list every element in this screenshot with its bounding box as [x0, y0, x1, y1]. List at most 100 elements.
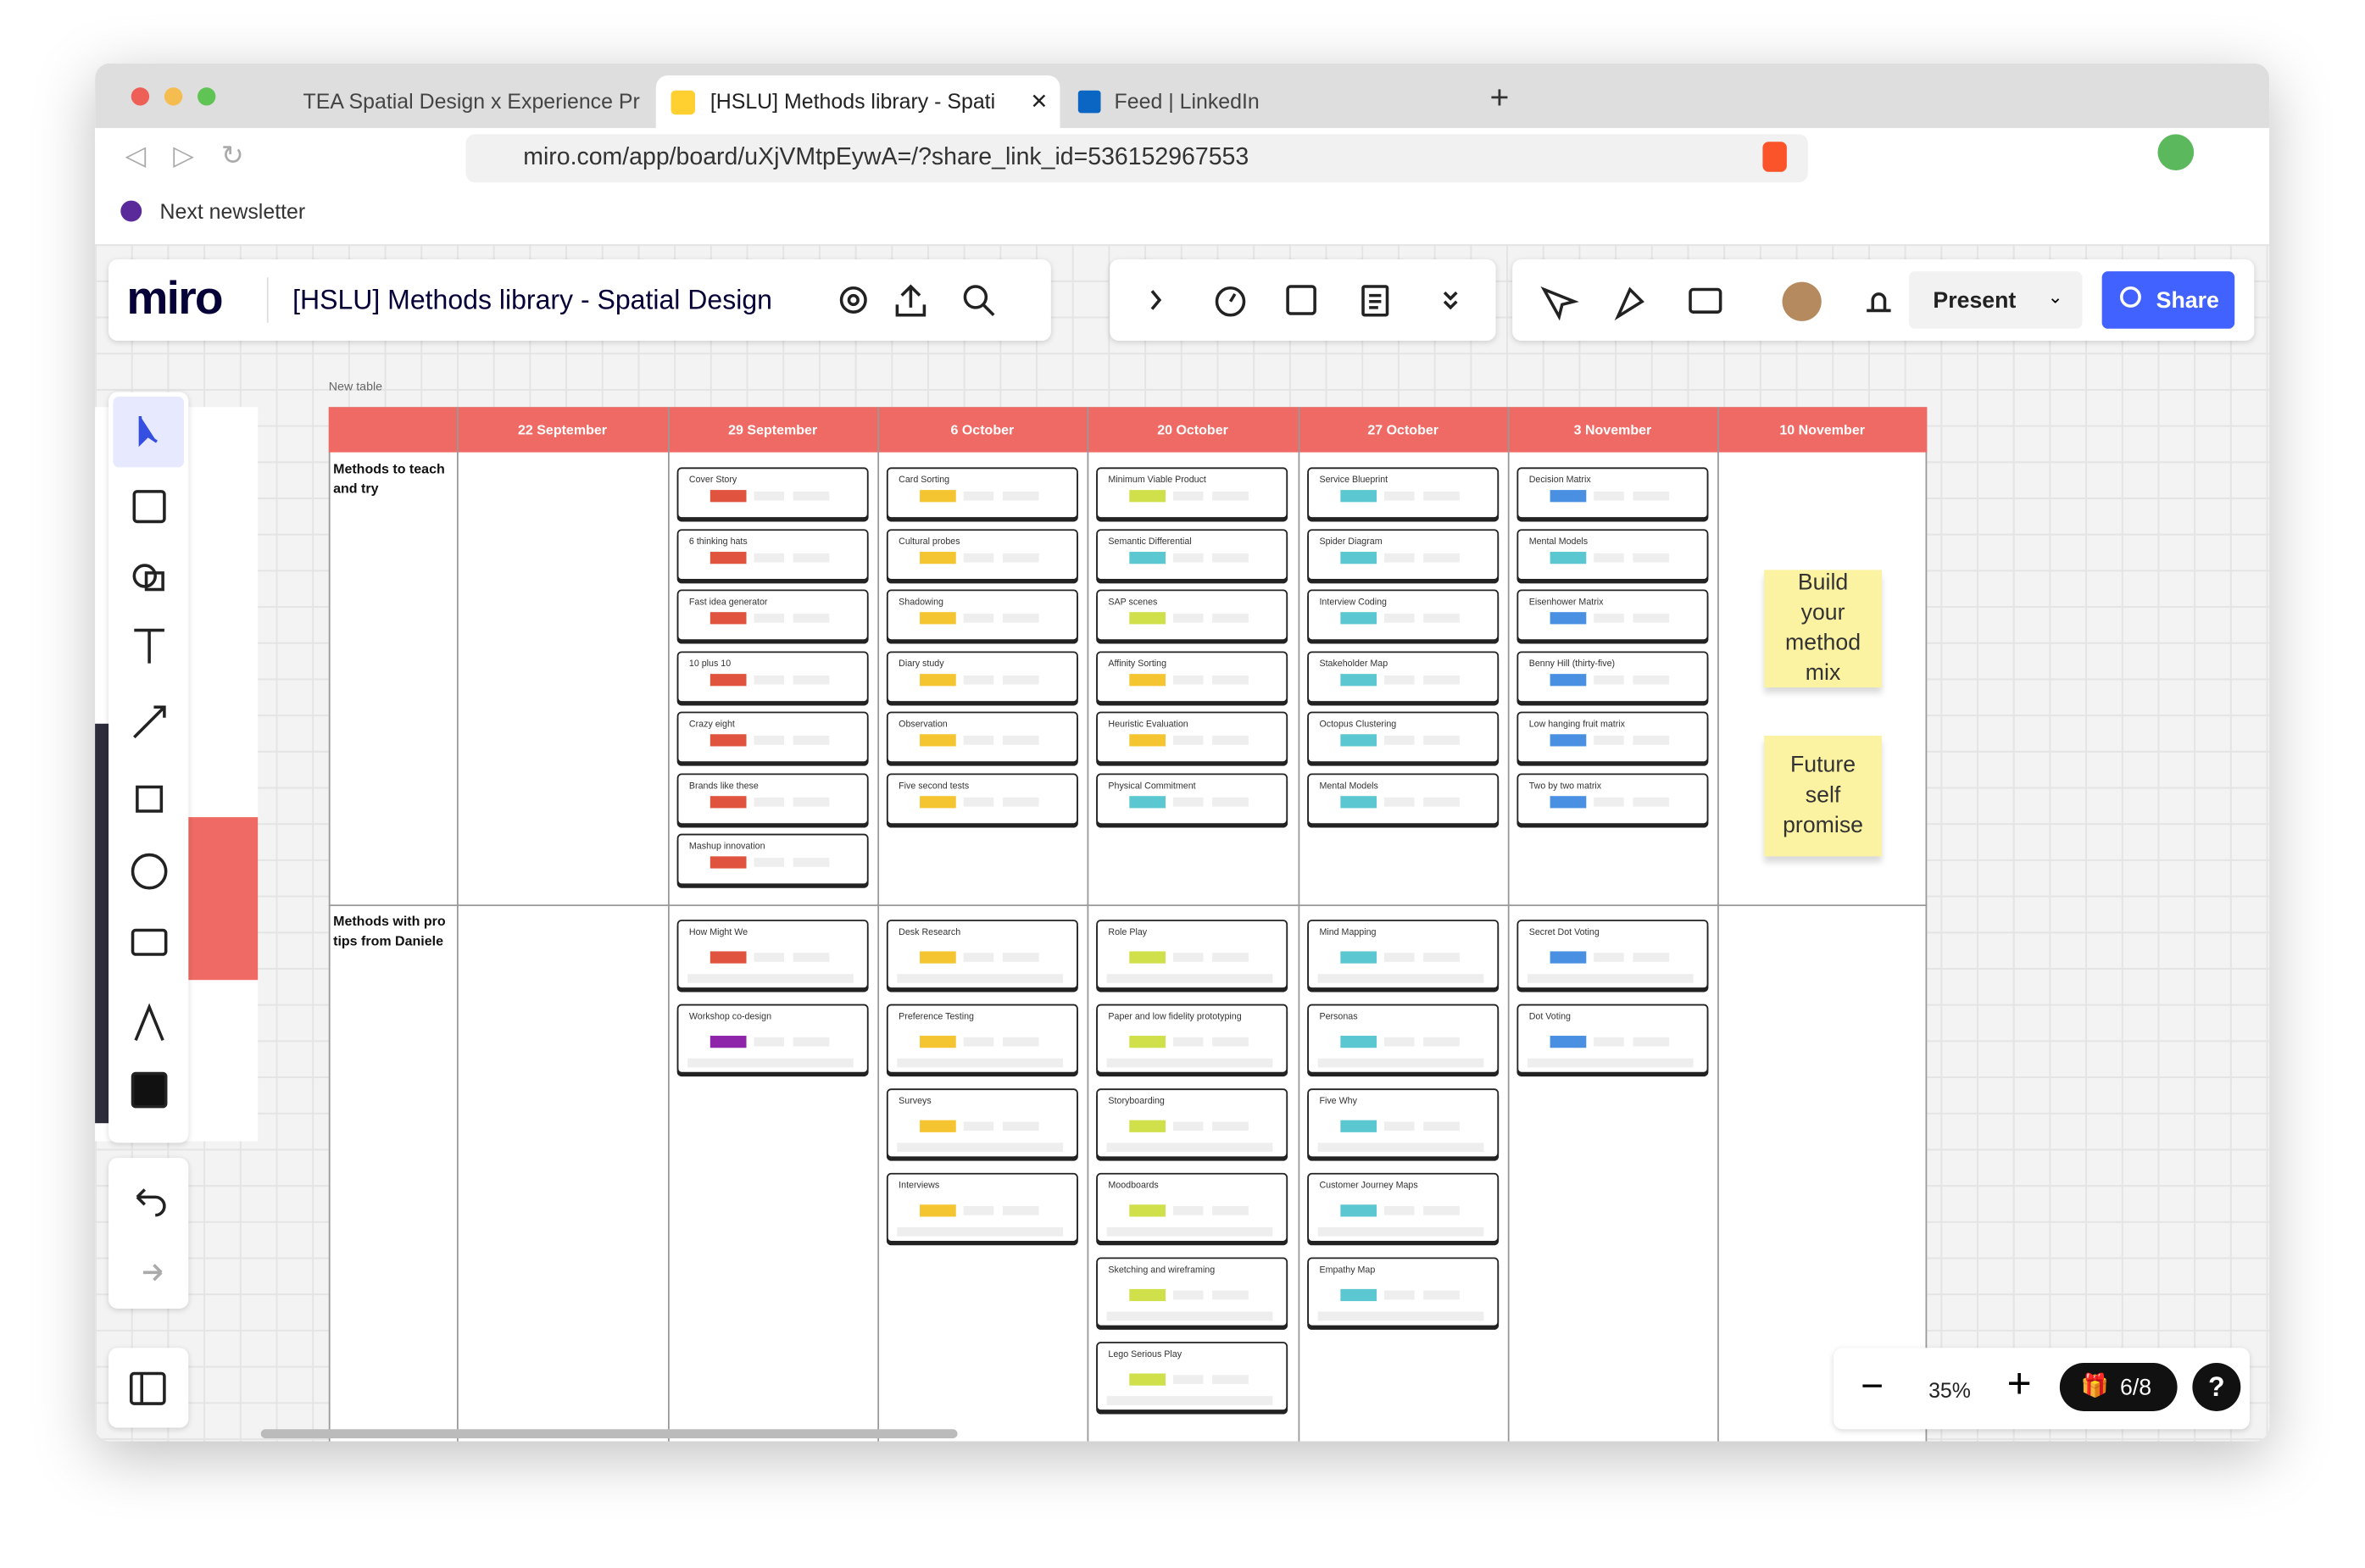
method-card[interactable]: Semantic Differential — [1096, 528, 1288, 580]
method-card[interactable]: Spider Diagram — [1307, 528, 1500, 580]
card-placeholder — [793, 953, 830, 962]
method-card[interactable]: Physical Commitment — [1096, 772, 1288, 825]
method-card[interactable]: Eisenhower Matrix — [1516, 589, 1709, 641]
onboarding-button[interactable]: 6/8 🎁 — [2059, 1363, 2178, 1411]
method-card[interactable]: Crazy eight — [676, 711, 869, 764]
method-card[interactable]: Heuristic Evaluation — [1096, 711, 1288, 764]
tab-title: Feed | LinkedIn — [1114, 88, 1260, 114]
method-card[interactable]: Storyboarding — [1096, 1088, 1288, 1159]
card-placeholder — [963, 1037, 994, 1047]
method-card[interactable]: Low hanging fruit matrix — [1516, 711, 1709, 764]
card-placeholder — [793, 613, 830, 623]
zoom-in[interactable]: + — [2006, 1359, 2032, 1407]
method-card[interactable]: Interview Coding — [1307, 589, 1500, 641]
method-card[interactable]: SAP scenes — [1096, 589, 1288, 641]
method-card[interactable]: How Might We — [676, 920, 869, 989]
method-card[interactable]: Stakeholder Map — [1307, 650, 1500, 703]
column-divider — [1087, 407, 1089, 1442]
method-card[interactable]: Sketching and wireframing — [1096, 1257, 1288, 1327]
method-card[interactable]: Card Sorting — [886, 467, 1078, 519]
sticky-note[interactable]: Future self promise — [1764, 736, 1882, 857]
method-card[interactable]: Octopus Clustering — [1307, 711, 1500, 764]
method-card[interactable]: Minimum Viable Product — [1096, 467, 1288, 519]
tool-icons[interactable] — [126, 410, 171, 1134]
help-button[interactable]: ? — [2192, 1363, 2241, 1411]
card-placeholder — [1527, 974, 1694, 983]
method-card[interactable]: Surveys — [886, 1088, 1078, 1159]
bookmark[interactable]: Next newsletter — [159, 198, 306, 224]
method-card[interactable]: 10 plus 10 — [676, 650, 869, 703]
board-canvas[interactable]: 22 September 29 September 6 October 20 Octo… — [95, 244, 2270, 1442]
card-label: Minimum Viable Product — [1108, 476, 1206, 486]
tab-active[interactable]: [HSLU] Methods library - Spati ✕ — [655, 75, 1060, 129]
column-divider — [1717, 407, 1719, 1442]
method-card[interactable]: Personas — [1307, 1004, 1500, 1074]
card-placeholder — [1212, 1037, 1249, 1047]
method-card[interactable]: Mental Models — [1307, 772, 1500, 825]
method-card[interactable]: Customer Journey Maps — [1307, 1172, 1500, 1243]
card-placeholder — [1212, 797, 1249, 806]
card-placeholder — [1212, 675, 1249, 684]
card-tag — [1550, 1036, 1587, 1048]
method-card[interactable]: Lego Serious Play — [1096, 1342, 1288, 1411]
method-card[interactable]: Paper and low fidelity prototyping — [1096, 1004, 1288, 1074]
method-card[interactable]: Diary study — [886, 650, 1078, 703]
card-label: Storyboarding — [1108, 1097, 1165, 1107]
tab[interactable]: Feed | LinkedIn — [1075, 75, 1460, 128]
collab-icons[interactable] — [1535, 281, 1897, 323]
address-bar[interactable]: miro.com/app/board/uXjVMtpEywA=/?share_l… — [465, 134, 1808, 183]
share-button[interactable]: Share — [2101, 271, 2235, 329]
method-card[interactable]: Dot Voting — [1516, 1004, 1709, 1074]
method-card[interactable]: Workshop co-design — [676, 1004, 869, 1074]
card-placeholder — [1423, 613, 1460, 623]
method-card[interactable]: Five second tests — [886, 772, 1078, 825]
method-card[interactable]: Cover Story — [676, 467, 869, 519]
brave-icon[interactable] — [1762, 142, 1787, 172]
method-card[interactable]: Decision Matrix — [1516, 467, 1709, 519]
method-card[interactable]: Moodboards — [1096, 1172, 1288, 1243]
card-placeholder — [1172, 797, 1204, 806]
sticky-note[interactable]: Build your method mix — [1764, 569, 1882, 688]
card-placeholder — [1423, 1037, 1460, 1047]
method-card[interactable]: Mashup innovation — [676, 833, 869, 886]
method-card[interactable]: Observation — [886, 711, 1078, 764]
method-card[interactable]: Secret Dot Voting — [1516, 920, 1709, 989]
method-card[interactable]: Service Blueprint — [1307, 467, 1500, 519]
method-card[interactable]: Benny Hill (thirty-five) — [1516, 650, 1709, 703]
method-card[interactable]: Cultural probes — [886, 528, 1078, 580]
card-placeholder — [1633, 552, 1670, 562]
tab[interactable]: TEA Spatial Design x Experience Pr — [264, 75, 648, 128]
new-tab[interactable]: + — [1489, 78, 1510, 116]
method-card[interactable]: Empathy Map — [1307, 1257, 1500, 1327]
method-card[interactable]: Two by two matrix — [1516, 772, 1709, 825]
present-button[interactable]: Present ⌄ — [1908, 271, 2083, 329]
method-card[interactable]: Interviews — [886, 1172, 1078, 1243]
method-card[interactable]: Affinity Sorting — [1096, 650, 1288, 703]
card-tag — [1550, 612, 1587, 625]
method-card[interactable]: Fast idea generator — [676, 589, 869, 641]
method-card[interactable]: Role Play — [1096, 920, 1288, 989]
card-tag — [920, 551, 956, 564]
method-card[interactable]: Preference Testing — [886, 1004, 1078, 1074]
method-card[interactable]: 6 thinking hats — [676, 528, 869, 580]
nav-buttons[interactable]: ◁▷↻ — [125, 140, 271, 171]
frames-toggle[interactable] — [109, 1348, 189, 1428]
zoom-out[interactable]: − — [1861, 1363, 1884, 1409]
traffic-lights[interactable] — [125, 85, 231, 108]
tab-close[interactable]: ✕ — [1030, 88, 1049, 114]
profile[interactable] — [2157, 134, 2195, 171]
card-label: Shadowing — [899, 598, 944, 608]
method-card[interactable]: Mental Models — [1516, 528, 1709, 580]
card-tag — [1340, 734, 1377, 747]
method-card[interactable]: Desk Research — [886, 920, 1078, 989]
header-icons[interactable] — [832, 281, 1028, 320]
tool-icons[interactable] — [1140, 281, 1472, 320]
card-placeholder — [1423, 736, 1460, 745]
method-card[interactable]: Five Why — [1307, 1088, 1500, 1159]
method-card[interactable]: Mind Mapping — [1307, 920, 1500, 989]
board-title[interactable]: [HSLU] Methods library - Spatial Design — [292, 285, 772, 315]
method-card[interactable]: Shadowing — [886, 589, 1078, 641]
method-card[interactable]: Brands like these — [676, 772, 869, 825]
undo-redo[interactable] — [109, 1158, 189, 1309]
logo[interactable]: miro — [126, 271, 223, 325]
